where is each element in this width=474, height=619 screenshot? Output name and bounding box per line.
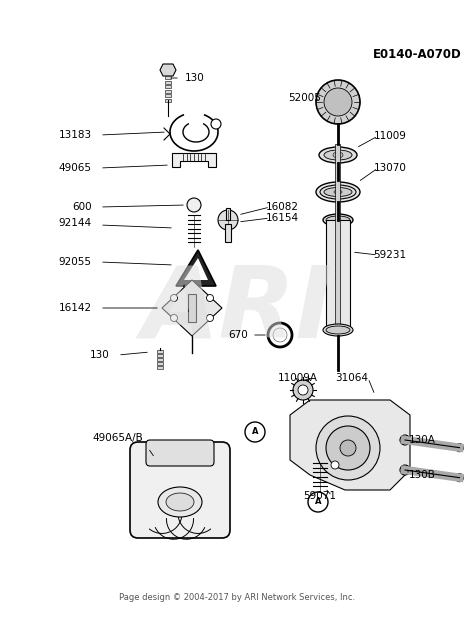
Text: ARI: ARI	[141, 261, 333, 358]
Circle shape	[316, 416, 380, 480]
Text: Page design © 2004-2017 by ARI Network Services, Inc.: Page design © 2004-2017 by ARI Network S…	[119, 592, 355, 602]
Polygon shape	[290, 400, 410, 490]
Ellipse shape	[326, 216, 350, 224]
Circle shape	[187, 198, 201, 212]
Text: E0140-A070D: E0140-A070D	[373, 48, 462, 61]
Bar	[165, 90, 171, 92]
Text: 16154: 16154	[265, 213, 299, 223]
Circle shape	[326, 426, 370, 470]
Circle shape	[340, 440, 356, 456]
Circle shape	[308, 492, 328, 512]
Bar	[157, 366, 163, 369]
Circle shape	[268, 323, 292, 347]
Ellipse shape	[323, 324, 353, 336]
Bar	[336, 144, 340, 330]
Ellipse shape	[319, 147, 357, 163]
Text: 52005: 52005	[289, 93, 321, 103]
Text: 670: 670	[228, 330, 248, 340]
Text: 59231: 59231	[374, 250, 407, 260]
Circle shape	[456, 444, 464, 452]
Ellipse shape	[333, 152, 343, 158]
Ellipse shape	[320, 185, 356, 199]
Text: 49065A/B: 49065A/B	[92, 433, 143, 443]
Polygon shape	[184, 258, 208, 280]
Bar	[165, 98, 171, 102]
Bar	[326, 220, 350, 330]
Bar	[225, 224, 231, 242]
Circle shape	[171, 314, 177, 321]
Text: 16082: 16082	[265, 202, 299, 212]
FancyBboxPatch shape	[146, 440, 214, 466]
Text: 16142: 16142	[58, 303, 91, 313]
Bar	[188, 294, 196, 322]
Ellipse shape	[324, 150, 352, 160]
Ellipse shape	[326, 326, 350, 334]
Polygon shape	[160, 64, 176, 76]
Text: 130A: 130A	[409, 435, 436, 445]
Bar	[157, 358, 163, 361]
Bar	[157, 362, 163, 365]
Circle shape	[316, 80, 360, 124]
Text: 130: 130	[90, 350, 110, 360]
Polygon shape	[172, 153, 216, 167]
Text: 92144: 92144	[58, 218, 91, 228]
Polygon shape	[162, 280, 222, 336]
Circle shape	[456, 474, 464, 482]
Text: 130B: 130B	[409, 470, 436, 480]
Circle shape	[331, 461, 339, 469]
Ellipse shape	[316, 182, 360, 202]
Circle shape	[245, 422, 265, 442]
Bar	[165, 85, 171, 88]
Circle shape	[298, 385, 308, 395]
Text: 600: 600	[72, 202, 92, 212]
Text: A: A	[315, 498, 321, 506]
Bar	[157, 350, 163, 353]
Bar	[165, 94, 171, 97]
FancyBboxPatch shape	[130, 442, 230, 538]
Circle shape	[207, 314, 213, 321]
Text: 59071: 59071	[303, 491, 337, 501]
Circle shape	[400, 465, 410, 475]
Ellipse shape	[158, 487, 202, 517]
Text: 49065: 49065	[58, 163, 91, 173]
Text: 31064: 31064	[336, 373, 368, 383]
Bar	[157, 354, 163, 357]
Circle shape	[400, 435, 410, 445]
Ellipse shape	[323, 214, 353, 226]
Ellipse shape	[324, 188, 352, 196]
Circle shape	[324, 88, 352, 116]
Circle shape	[273, 328, 287, 342]
Ellipse shape	[334, 190, 342, 194]
Text: 11009A: 11009A	[278, 373, 318, 383]
Polygon shape	[176, 250, 216, 286]
Ellipse shape	[166, 493, 194, 511]
Text: 130: 130	[185, 73, 205, 83]
Bar	[165, 80, 171, 84]
Circle shape	[211, 119, 221, 129]
Bar	[165, 76, 171, 79]
Text: 11009: 11009	[374, 131, 406, 141]
Circle shape	[218, 210, 238, 230]
Bar	[226, 208, 230, 220]
Circle shape	[293, 380, 313, 400]
Text: 92055: 92055	[58, 257, 91, 267]
Text: 13070: 13070	[374, 163, 406, 173]
Text: A: A	[252, 428, 258, 436]
Circle shape	[207, 295, 213, 301]
Circle shape	[171, 295, 177, 301]
Text: 13183: 13183	[58, 130, 91, 140]
